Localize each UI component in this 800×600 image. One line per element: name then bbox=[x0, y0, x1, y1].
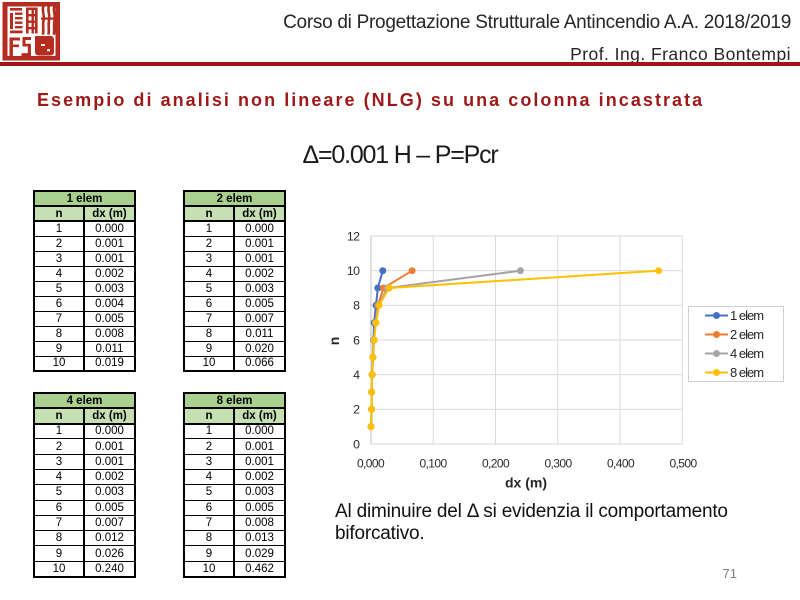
svg-text:4: 4 bbox=[353, 368, 360, 382]
svg-text:8 elem: 8 elem bbox=[730, 365, 763, 380]
svg-text:0,200: 0,200 bbox=[482, 456, 510, 470]
svg-text:dx (m): dx (m) bbox=[505, 475, 547, 491]
svg-text:0,300: 0,300 bbox=[544, 456, 572, 470]
svg-text:0,100: 0,100 bbox=[419, 456, 447, 470]
svg-text:8: 8 bbox=[353, 299, 360, 313]
svg-text:10: 10 bbox=[347, 264, 360, 278]
svg-text:2 elem: 2 elem bbox=[730, 327, 763, 342]
svg-text:n: n bbox=[326, 337, 342, 346]
svg-text:0,500: 0,500 bbox=[669, 456, 697, 470]
svg-text:0,400: 0,400 bbox=[607, 456, 635, 470]
svg-text:1 elem: 1 elem bbox=[730, 308, 763, 323]
svg-text:2: 2 bbox=[353, 403, 360, 417]
svg-text:12: 12 bbox=[347, 229, 360, 243]
svg-text:6: 6 bbox=[353, 333, 360, 347]
svg-text:0: 0 bbox=[353, 437, 360, 451]
svg-text:4 elem: 4 elem bbox=[730, 346, 763, 361]
svg-text:0,000: 0,000 bbox=[357, 456, 385, 470]
